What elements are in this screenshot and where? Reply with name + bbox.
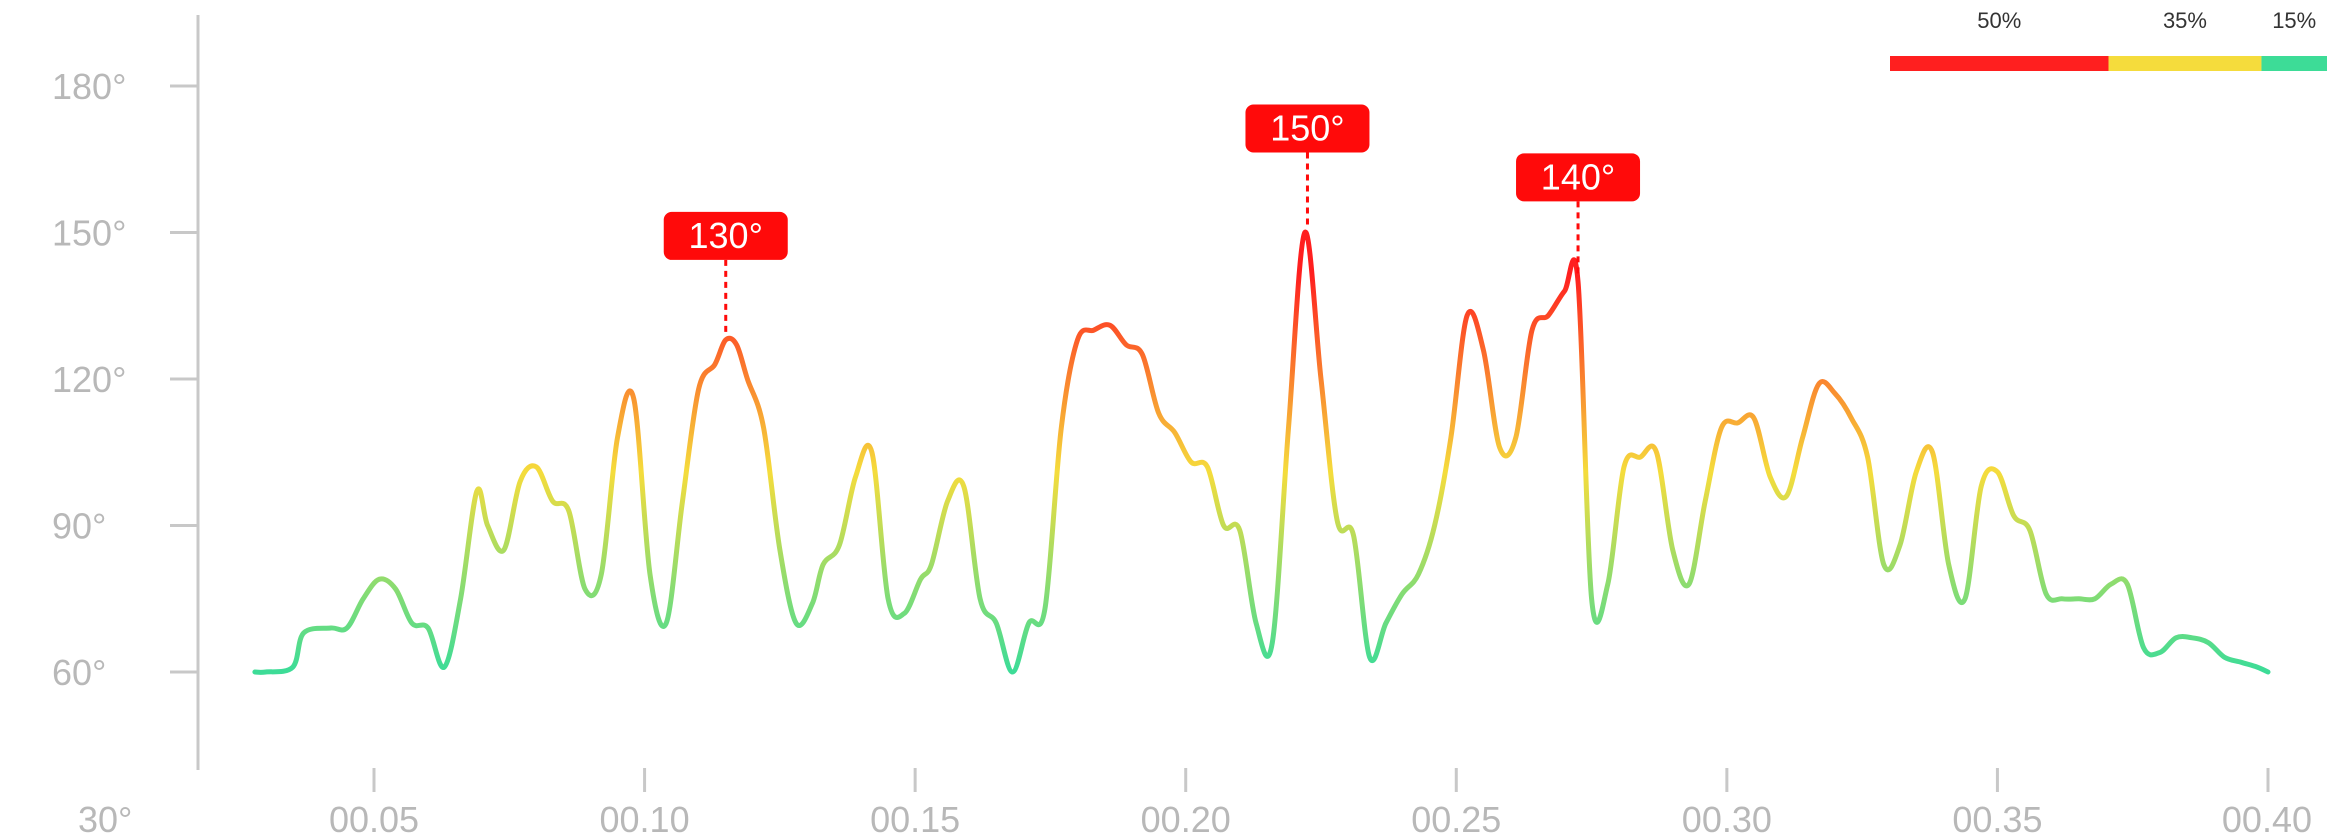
peak-badge-box	[1245, 104, 1370, 153]
distribution-bar: 50% 35% 15%	[1890, 8, 2327, 71]
y-axis: 30° 60° 90° 120° 150° 180°	[52, 66, 198, 840]
y-tick-label: 90°	[52, 506, 106, 547]
x-tick-label: 00.05	[329, 799, 419, 840]
y-tick-label: 30°	[78, 799, 132, 840]
x-tick-label: 00.10	[600, 799, 690, 840]
x-tick-label: 00.40	[2222, 799, 2312, 840]
peak-badge-label: 140°	[1541, 156, 1615, 197]
peak-badge-label: 130°	[689, 215, 763, 256]
y-tick-label: 180°	[52, 66, 126, 107]
x-tick-label: 00.35	[1952, 799, 2042, 840]
series-line	[252, 229, 2271, 675]
x-tick-label: 00.30	[1682, 799, 1772, 840]
distribution-segment	[1890, 56, 2109, 71]
peak-labels: 130° 150° 140°	[663, 104, 1641, 336]
peak-badge-box	[663, 211, 788, 260]
peak-badge: 140°	[1516, 153, 1641, 278]
x-tick-label: 00.15	[870, 799, 960, 840]
y-tick-label: 150°	[52, 213, 126, 254]
distribution-segment	[2108, 56, 2262, 71]
peak-badge-box	[1516, 153, 1641, 202]
peak-badge: 150°	[1245, 104, 1370, 229]
y-tick-label: 60°	[52, 652, 106, 693]
peak-badge-label: 150°	[1270, 108, 1344, 149]
x-tick-label: 00.20	[1141, 799, 1231, 840]
peak-badge: 130°	[663, 211, 788, 336]
distribution-label: 50%	[1977, 8, 2021, 33]
distribution-label: 35%	[2163, 8, 2207, 33]
distribution-label: 15%	[2272, 8, 2316, 33]
y-tick-label: 120°	[52, 359, 126, 400]
x-tick-label: 00.25	[1411, 799, 1501, 840]
distribution-segment	[2261, 56, 2327, 71]
x-axis: 00.05 00.10 00.15 00.20 00.25 00.30 00.35 00.40	[329, 768, 2312, 840]
